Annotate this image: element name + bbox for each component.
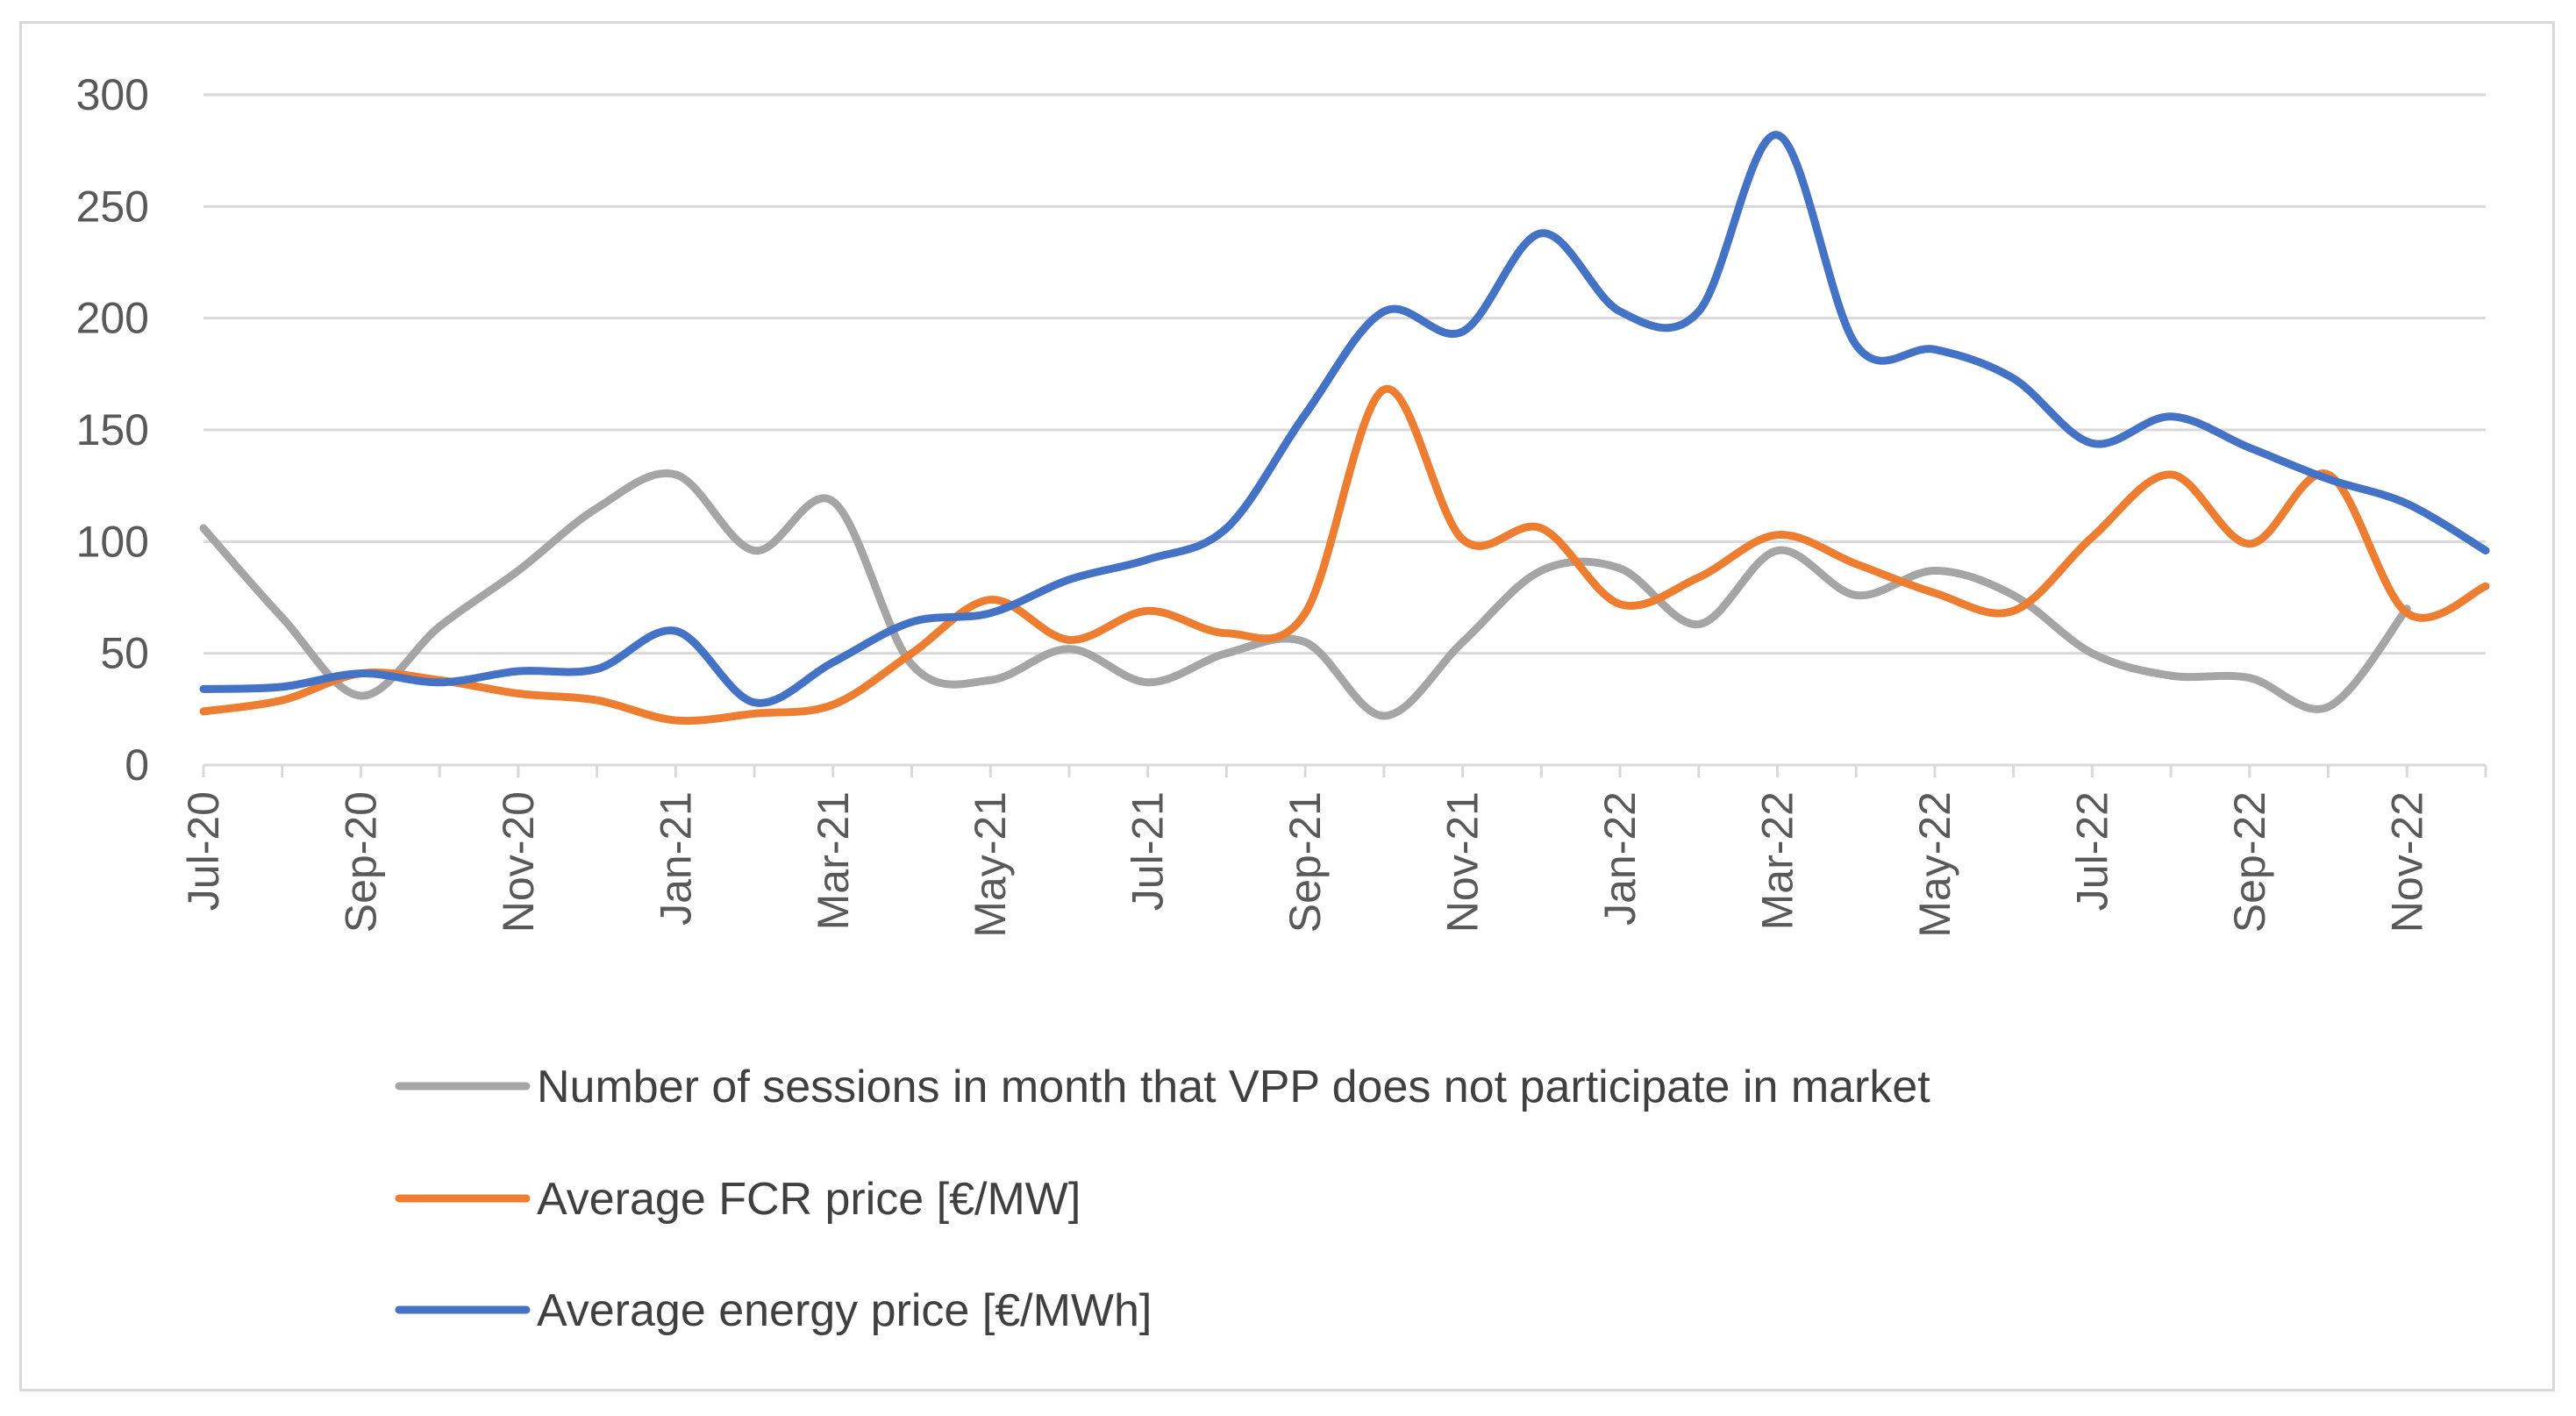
legend-label-2: Average FCR price [€/MW] bbox=[537, 1174, 1081, 1225]
y-tick-label: 50 bbox=[100, 629, 149, 678]
chart-frame bbox=[19, 21, 2555, 1391]
x-tick-label: Nov-22 bbox=[2382, 791, 2431, 933]
x-tick-label: Sep-20 bbox=[336, 791, 385, 933]
series-line-1 bbox=[199, 469, 2411, 720]
series-lines bbox=[199, 131, 2490, 726]
x-axis bbox=[202, 763, 2487, 777]
x-tick-label: Jul-22 bbox=[2067, 791, 2116, 911]
y-tick-label: 200 bbox=[76, 294, 149, 343]
y-tick-label: 300 bbox=[76, 70, 149, 119]
y-tick-label: 150 bbox=[76, 405, 149, 454]
x-tick-label: May-21 bbox=[966, 791, 1015, 938]
x-tick-label: Jul-20 bbox=[179, 791, 228, 911]
legend-label-1: Number of sessions in month that VPP doe… bbox=[537, 1062, 1930, 1112]
x-tick-label: Jan-22 bbox=[1595, 791, 1645, 926]
x-tick-label: Sep-22 bbox=[2225, 791, 2274, 933]
legend: Number of sessions in month that VPP doe… bbox=[395, 1062, 1930, 1336]
x-tick-label: Mar-21 bbox=[809, 791, 858, 930]
x-tick-label: Nov-21 bbox=[1438, 791, 1488, 933]
gridlines bbox=[203, 93, 2486, 655]
x-tick-label: Mar-22 bbox=[1752, 791, 1802, 930]
y-tick-label: 0 bbox=[125, 740, 149, 790]
y-axis-ticks: 0 50 100 150 200 250 300 bbox=[76, 70, 149, 790]
series-line-2 bbox=[199, 385, 2490, 726]
y-tick-label: 100 bbox=[76, 517, 149, 566]
x-tick-label: Jan-21 bbox=[651, 791, 700, 926]
legend-label-3: Average energy price [€/MWh] bbox=[537, 1285, 1152, 1336]
x-tick-label: Sep-21 bbox=[1281, 791, 1330, 933]
x-tick-label: May-22 bbox=[1910, 791, 1959, 938]
x-axis-ticks: Jul-20 Sep-20 Nov-20 Jan-21 Mar-21 May-21 Jul-… bbox=[179, 791, 2431, 938]
x-tick-label: Nov-20 bbox=[494, 791, 543, 933]
y-tick-label: 250 bbox=[76, 182, 149, 231]
series-line-3 bbox=[199, 131, 2490, 707]
x-tick-label: Jul-21 bbox=[1124, 791, 1173, 911]
